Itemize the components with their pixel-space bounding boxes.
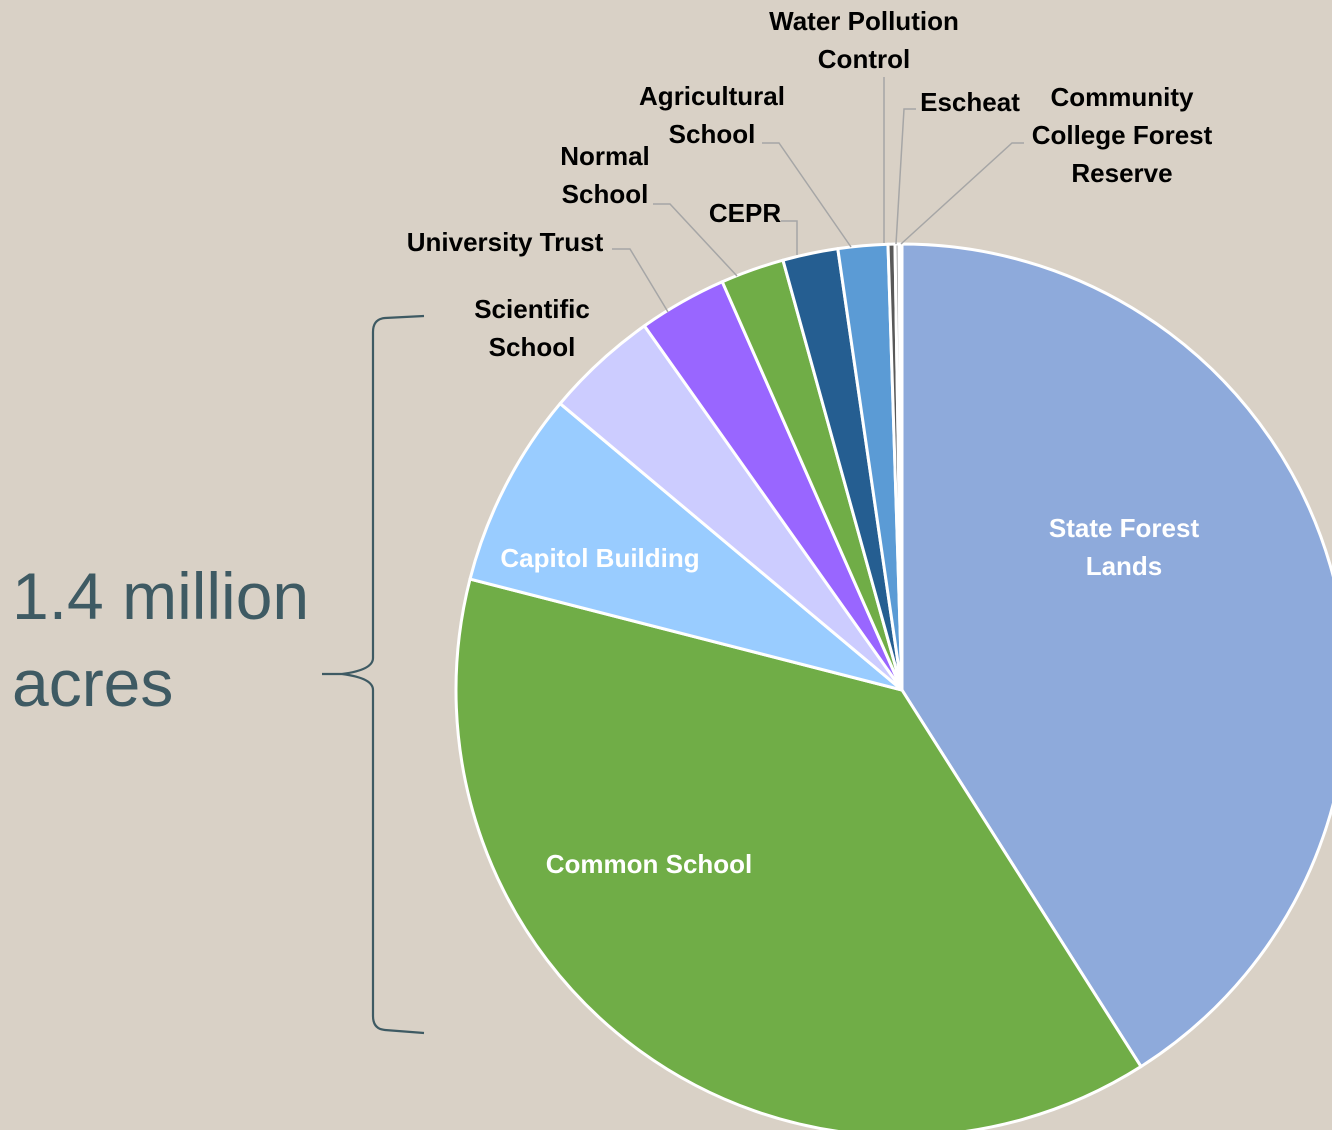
leader-line-normal-school xyxy=(653,203,738,277)
pie-label-capitol-building: Capitol Building xyxy=(500,543,699,573)
pie-label-escheat: Escheat xyxy=(920,87,1020,117)
pie-label-cepr: CEPR xyxy=(709,198,781,228)
pie-slice-capitol-building xyxy=(468,402,904,692)
pie-label-normal-school: Normal School xyxy=(560,141,650,209)
pie-label-water-pollution-control: Water Pollution Control xyxy=(769,6,959,74)
pie-label-common-school: Common School xyxy=(546,849,753,879)
total-acres-value: 1.4 million xyxy=(12,559,310,633)
pie-label-scientific-school: Scientific School xyxy=(474,294,590,362)
pie-slice-state-forest-lands xyxy=(900,242,1332,1069)
pie-slice-common-school xyxy=(454,577,1143,1130)
total-acres-caption: 1.4 million acres xyxy=(12,553,309,727)
total-acres-unit: acres xyxy=(12,646,174,720)
leader-line-university-trust xyxy=(612,248,669,313)
leader-line-community-college-forest-reserve xyxy=(900,142,1024,245)
pie-label-university-trust: University Trust xyxy=(407,227,604,257)
leader-line-cepr xyxy=(781,220,798,255)
leader-line-agricultural-school xyxy=(762,142,852,248)
pie-label-agricultural-school: Agricultural School xyxy=(639,81,785,149)
pie-label-state-forest-lands: State Forest Lands xyxy=(1049,513,1200,581)
leader-line-escheat xyxy=(895,108,916,245)
pie-label-community-college-forest-reserve: Community College Forest Reserve xyxy=(1032,82,1213,188)
